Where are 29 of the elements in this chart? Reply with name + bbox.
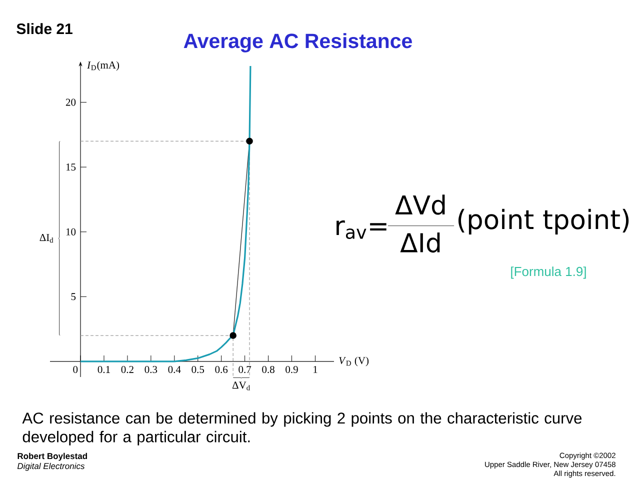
chart-title: Average AC Resistance xyxy=(184,33,412,52)
x-tick-label: 0.3 xyxy=(144,366,158,374)
text: ΔV$_{d}$ xyxy=(232,382,250,390)
x-tick-label: 0.4 xyxy=(168,366,181,374)
x-tick-label: 0 xyxy=(73,366,78,374)
x-tick-label: 0.9 xyxy=(286,366,298,374)
y-tick-label: 15 xyxy=(66,164,76,171)
text: ΔVd xyxy=(395,194,445,215)
y-tick-label: 20 xyxy=(66,98,76,106)
text: Digital Electronics xyxy=(17,462,85,471)
x-axis-title: V$_{D}$ (V) xyxy=(339,356,369,366)
x-tick-label: 0.7 xyxy=(238,366,252,374)
text: AC resistance can be determined by picking 2 points on the characteristic curve developed for a particular circuit. xyxy=(22,412,582,446)
x-tick-label: 0.1 xyxy=(98,366,110,374)
y-tick-label: 5 xyxy=(71,293,76,300)
annotation: ΔI$_{d}$ xyxy=(40,234,54,243)
text: Slide 21 xyxy=(16,23,72,34)
x-tick-label: 1 xyxy=(314,366,318,373)
text: (point tpoint) xyxy=(458,208,629,235)
text: [Formula 1.9] xyxy=(511,266,586,279)
text: Robert Boylestad xyxy=(18,452,87,461)
y-axis-title: I$_{D}$(mA) xyxy=(86,61,120,71)
x-tick-label: 0.2 xyxy=(121,366,134,374)
x-tick-label: 0.5 xyxy=(192,366,204,374)
x-tick-label: 0.6 xyxy=(215,366,228,374)
y-tick-label: 10 xyxy=(66,228,76,236)
text: r$_{av}$= xyxy=(336,220,386,239)
text: ΔId xyxy=(400,232,440,253)
x-tick-label: 0.8 xyxy=(262,366,274,374)
